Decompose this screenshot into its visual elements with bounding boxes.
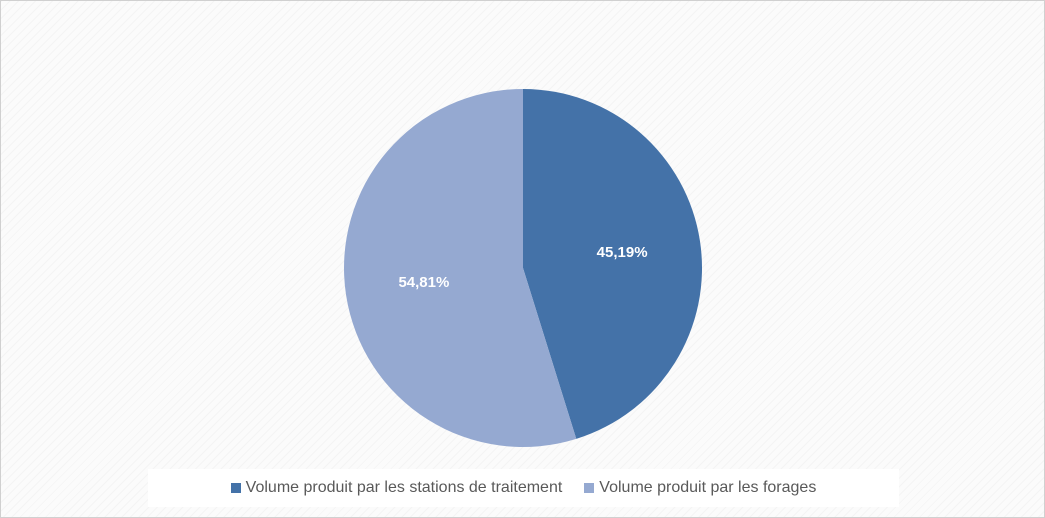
legend-label-stations: Volume produit par les stations de trait… (245, 479, 563, 496)
pie-slice-forages (344, 89, 577, 447)
legend-item-forages: Volume produit par les forages (584, 479, 816, 497)
pie-slice-stations (523, 89, 703, 439)
legend-swatch-stations (230, 483, 241, 493)
data-label-forages: 54,81% (398, 274, 449, 291)
legend-item-stations: Volume produit par les stations de trait… (230, 479, 563, 497)
legend-label-forages: Volume produit par les forages (599, 479, 817, 496)
legend-swatch-forages (584, 483, 595, 493)
legend: Volume produit par les stations de trait… (148, 469, 899, 507)
data-label-stations: 45,19% (597, 244, 648, 261)
